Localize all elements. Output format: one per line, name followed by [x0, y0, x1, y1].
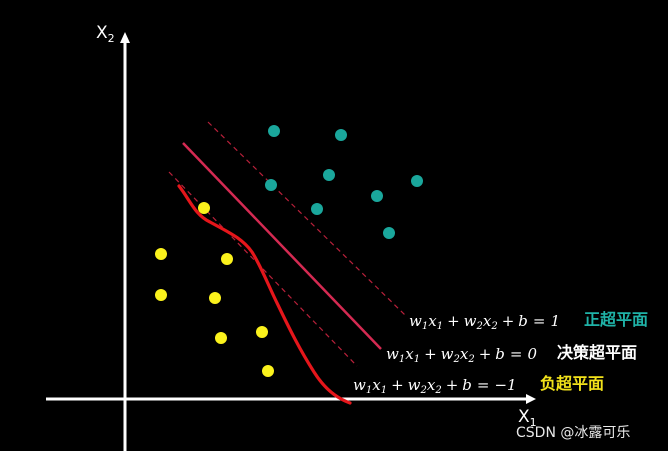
- decision-hyperplane-tag: 决策超平面: [557, 343, 637, 362]
- negative-point: [215, 332, 227, 344]
- positive-point: [383, 227, 395, 239]
- overfit-boundary-curve: [177, 184, 352, 405]
- positive-hyperplane-tag: 正超平面: [584, 310, 648, 329]
- positive-equation: w1x1 + w2x2 + b = 1: [409, 312, 560, 332]
- x-axis-arrow-icon: [526, 394, 536, 404]
- negative-equation-label: w1x1 + w2x2 + b = −1 负超平面: [353, 374, 604, 396]
- negative-point: [155, 289, 167, 301]
- x-axis-label: X1: [518, 407, 537, 429]
- y-axis-arrow-icon: [120, 32, 130, 43]
- positive-point: [323, 169, 335, 181]
- negative-hyperplane-tag: 负超平面: [540, 374, 604, 393]
- decision-equation-label: w1x1 + w2x2 + b = 0 决策超平面: [386, 343, 637, 365]
- positive-point: [268, 125, 280, 137]
- decision-hyperplane: [182, 142, 382, 350]
- negative-point: [155, 248, 167, 260]
- negative-point: [198, 202, 210, 214]
- positive-class-points: [265, 125, 423, 239]
- y-axis-label: X2: [96, 23, 115, 45]
- positive-point: [371, 190, 383, 202]
- negative-class-points: [155, 202, 274, 377]
- hyperplanes: [168, 121, 406, 367]
- positive-point: [411, 175, 423, 187]
- negative-equation: w1x1 + w2x2 + b = −1: [353, 376, 517, 396]
- positive-hyperplane: [207, 121, 406, 316]
- negative-point: [262, 365, 274, 377]
- positive-point: [265, 179, 277, 191]
- positive-equation-label: w1x1 + w2x2 + b = 1 正超平面: [409, 310, 648, 332]
- positive-point: [335, 129, 347, 141]
- negative-point: [209, 292, 221, 304]
- negative-point: [256, 326, 268, 338]
- positive-point: [311, 203, 323, 215]
- axes: X2 X1: [46, 23, 537, 451]
- negative-point: [221, 253, 233, 265]
- watermark: CSDN @冰露可乐: [516, 425, 630, 441]
- decision-equation: w1x1 + w2x2 + b = 0: [386, 345, 537, 365]
